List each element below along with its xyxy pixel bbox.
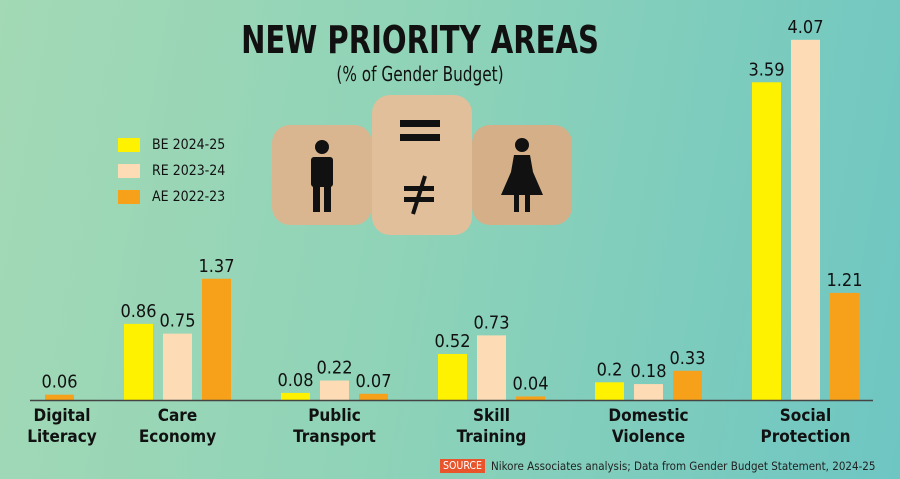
bar bbox=[673, 370, 702, 400]
data-label: 0.73 bbox=[473, 312, 509, 333]
category-label: Protection bbox=[761, 427, 851, 447]
legend-label: AE 2022-23 bbox=[152, 189, 226, 205]
legend-label: RE 2023-24 bbox=[152, 163, 226, 179]
category-label: Public bbox=[308, 406, 361, 426]
source-note: SOURCE Nikore Associates analysis; Data … bbox=[440, 459, 875, 473]
bar bbox=[516, 396, 545, 400]
data-label: 0.22 bbox=[316, 358, 352, 379]
category-label: Violence bbox=[612, 427, 685, 447]
data-label: 4.07 bbox=[787, 17, 823, 38]
data-label: 1.37 bbox=[198, 256, 234, 277]
data-label: 0.86 bbox=[120, 301, 156, 322]
source-text: Nikore Associates analysis; Data from Ge… bbox=[490, 459, 876, 473]
legend-item: BE 2024-25 bbox=[118, 132, 225, 158]
not-equal-icon bbox=[404, 175, 434, 215]
bar bbox=[634, 384, 663, 400]
data-label: 0.2 bbox=[597, 359, 623, 380]
bar bbox=[438, 353, 467, 400]
category-label: Training bbox=[457, 427, 527, 447]
category-label: Transport bbox=[293, 427, 376, 447]
data-label: 0.04 bbox=[512, 373, 548, 394]
chart-title: NEW PRIORITY AREAS bbox=[241, 18, 599, 62]
category-label: Social bbox=[780, 406, 831, 426]
legend: BE 2024-25 RE 2023-24 AE 2022-23 bbox=[118, 132, 225, 210]
data-label: 0.06 bbox=[41, 372, 77, 393]
bar bbox=[124, 323, 153, 400]
source-tag: SOURCE bbox=[440, 459, 485, 473]
bar bbox=[281, 392, 310, 400]
data-label: 0.75 bbox=[159, 311, 195, 332]
dice-illustration bbox=[272, 95, 572, 235]
legend-swatch bbox=[118, 164, 140, 178]
category-label: Domestic bbox=[608, 406, 688, 426]
woman-icon bbox=[501, 138, 543, 212]
data-label: 0.33 bbox=[669, 348, 705, 369]
bar bbox=[791, 39, 820, 401]
data-label: 0.07 bbox=[355, 371, 391, 392]
data-label: 3.59 bbox=[748, 59, 784, 80]
legend-swatch bbox=[118, 190, 140, 204]
man-icon bbox=[311, 140, 333, 212]
chart-subtitle: (% of Gender Budget) bbox=[336, 62, 504, 86]
legend-label: BE 2024-25 bbox=[152, 137, 226, 153]
data-label: 0.18 bbox=[630, 361, 666, 382]
bar bbox=[477, 335, 506, 400]
legend-swatch bbox=[118, 138, 140, 152]
bar bbox=[320, 380, 349, 400]
bar bbox=[202, 278, 231, 400]
data-label: 0.52 bbox=[434, 331, 470, 352]
category-label: Economy bbox=[139, 427, 216, 447]
bar bbox=[752, 82, 781, 400]
data-label: 1.21 bbox=[826, 270, 862, 291]
dice-equal bbox=[372, 95, 472, 235]
data-label: 0.08 bbox=[277, 370, 313, 391]
bar bbox=[359, 393, 388, 400]
equal-icon bbox=[400, 120, 440, 141]
legend-item: AE 2022-23 bbox=[118, 184, 225, 210]
category-label: Literacy bbox=[27, 427, 97, 447]
bar bbox=[163, 333, 192, 400]
bar bbox=[45, 394, 74, 400]
category-label: Care bbox=[158, 406, 197, 426]
bar bbox=[830, 292, 859, 400]
category-label: Skill bbox=[473, 406, 510, 426]
category-label: Digital bbox=[34, 406, 91, 426]
bar bbox=[595, 382, 624, 400]
legend-item: RE 2023-24 bbox=[118, 158, 225, 184]
